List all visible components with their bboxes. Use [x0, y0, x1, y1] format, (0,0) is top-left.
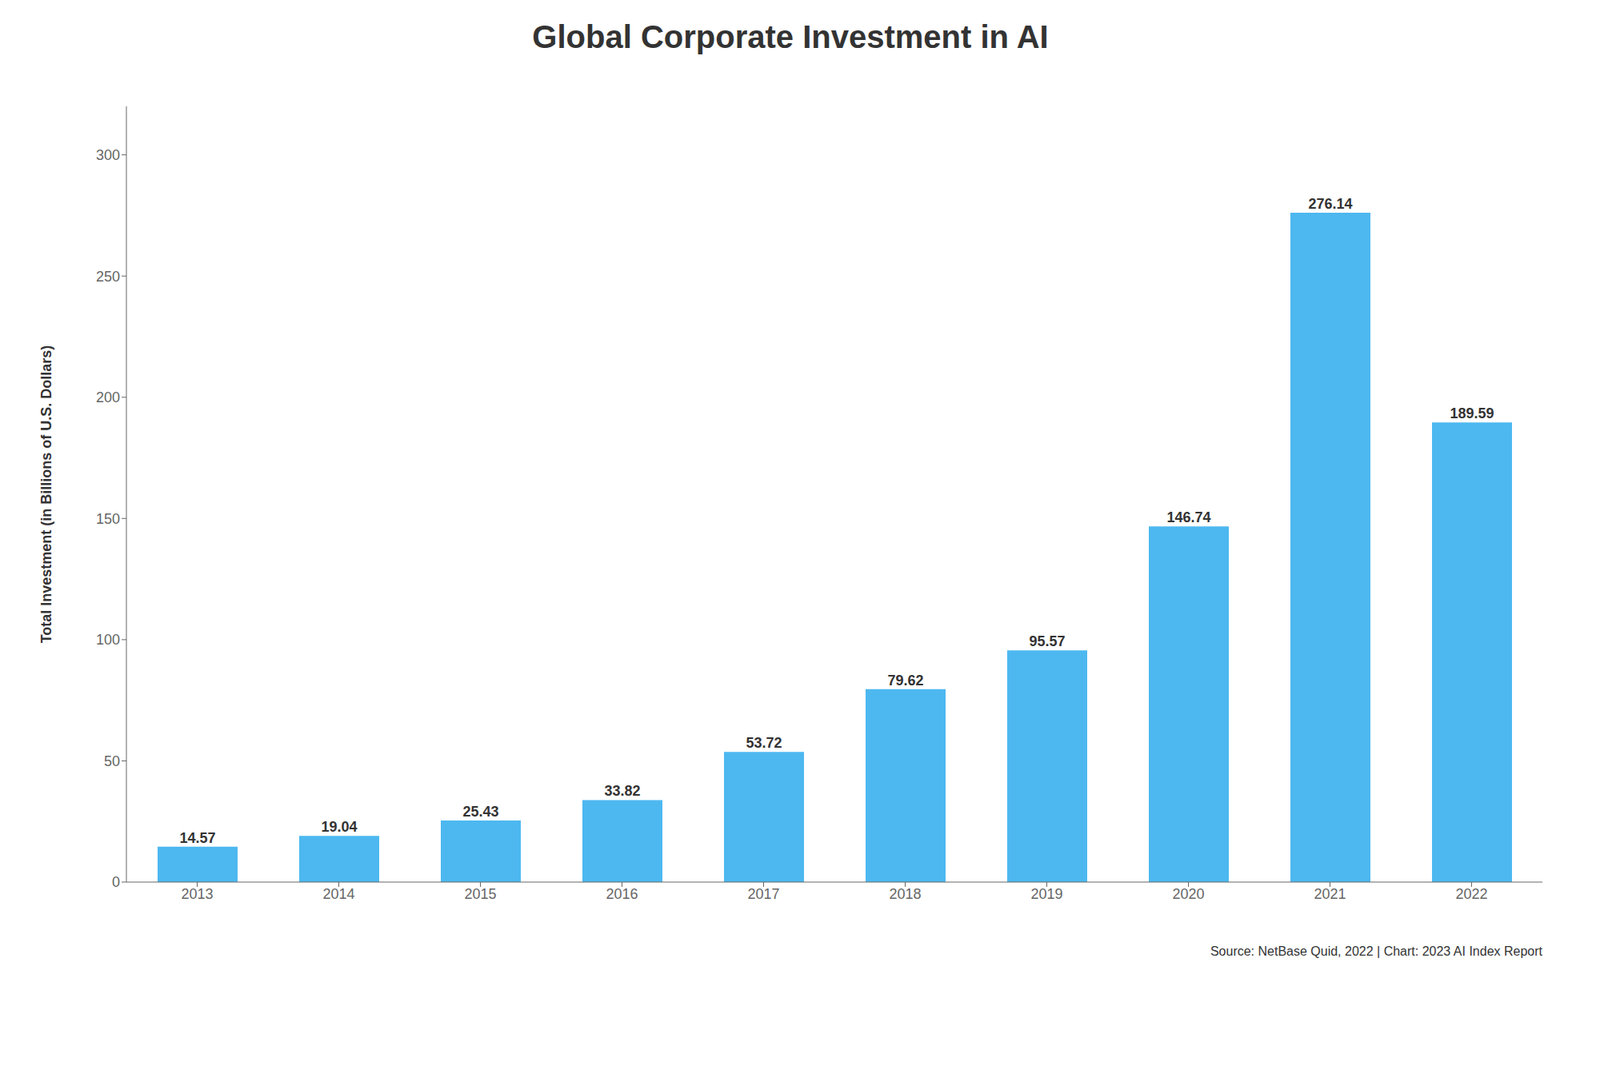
svg-text:2018: 2018	[888, 886, 921, 903]
svg-text:200: 200	[96, 389, 120, 406]
svg-text:Total Investment (in Billions: Total Investment (in Billions of U.S. Do…	[38, 345, 55, 644]
svg-text:146.74: 146.74	[1166, 509, 1211, 526]
svg-text:250: 250	[96, 268, 120, 285]
svg-text:79.62: 79.62	[887, 672, 924, 689]
html-text:Global Corporate Investment in: Global Corporate Investment in AI	[532, 19, 1049, 55]
svg-text:25.43: 25.43	[462, 804, 499, 820]
svg-text:14.57: 14.57	[179, 830, 216, 847]
svg-text:150: 150	[96, 511, 120, 528]
svg-text:0: 0	[112, 874, 120, 891]
svg-text:2013: 2013	[180, 886, 213, 903]
svg-text:2017: 2017	[747, 886, 780, 903]
svg-text:276.14: 276.14	[1308, 196, 1352, 212]
svg-text:2015: 2015	[464, 886, 496, 903]
svg-text:189.59: 189.59	[1449, 405, 1494, 422]
html-text:Source: NetBase Quid, 2022 | C: Source: NetBase Quid, 2022 | Chart: 2023…	[1210, 944, 1543, 959]
svg-text:2022: 2022	[1455, 886, 1488, 903]
svg-text:2014: 2014	[322, 886, 355, 903]
svg-text:2021: 2021	[1313, 886, 1346, 903]
svg-text:300: 300	[96, 147, 120, 164]
svg-text:2020: 2020	[1172, 886, 1204, 903]
svg-text:2016: 2016	[605, 886, 638, 903]
svg-text:33.82: 33.82	[604, 783, 640, 800]
svg-text:2019: 2019	[1030, 886, 1063, 903]
svg-text:50: 50	[104, 753, 120, 770]
svg-text:95.57: 95.57	[1028, 633, 1065, 650]
svg-text:19.04: 19.04	[320, 819, 357, 836]
svg-text:53.72: 53.72	[745, 735, 782, 752]
svg-text:100: 100	[96, 632, 120, 648]
